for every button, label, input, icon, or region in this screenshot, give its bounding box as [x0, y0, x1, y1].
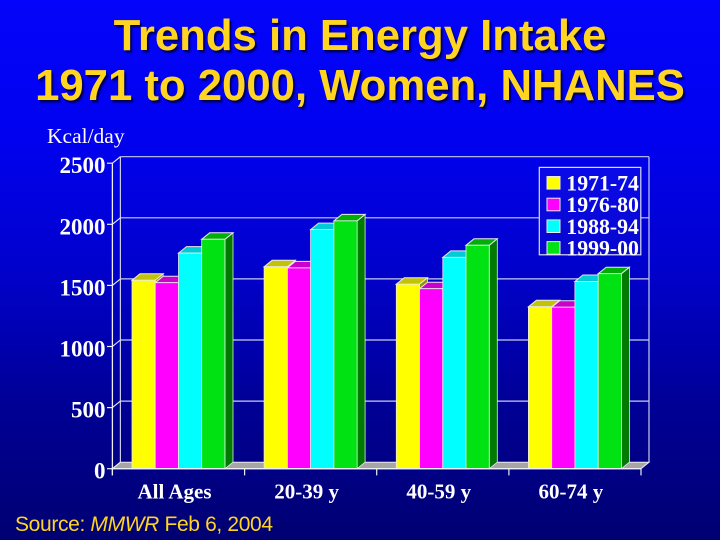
svg-text:1999-00: 1999-00 [566, 237, 639, 261]
svg-text:2500: 2500 [60, 153, 106, 178]
svg-text:1000: 1000 [60, 337, 106, 362]
svg-text:All Ages: All Ages [137, 480, 211, 504]
svg-text:0: 0 [94, 459, 106, 484]
svg-text:2000: 2000 [60, 214, 106, 239]
svg-text:500: 500 [71, 398, 106, 423]
svg-text:60-74 y: 60-74 y [539, 480, 604, 504]
svg-text:1976-80: 1976-80 [566, 193, 639, 217]
svg-text:40-59 y: 40-59 y [406, 480, 471, 504]
svg-text:1500: 1500 [60, 275, 106, 300]
svg-text:1971-74: 1971-74 [566, 171, 639, 195]
svg-text:1988-94: 1988-94 [566, 215, 639, 239]
svg-text:20-39 y: 20-39 y [274, 480, 339, 504]
